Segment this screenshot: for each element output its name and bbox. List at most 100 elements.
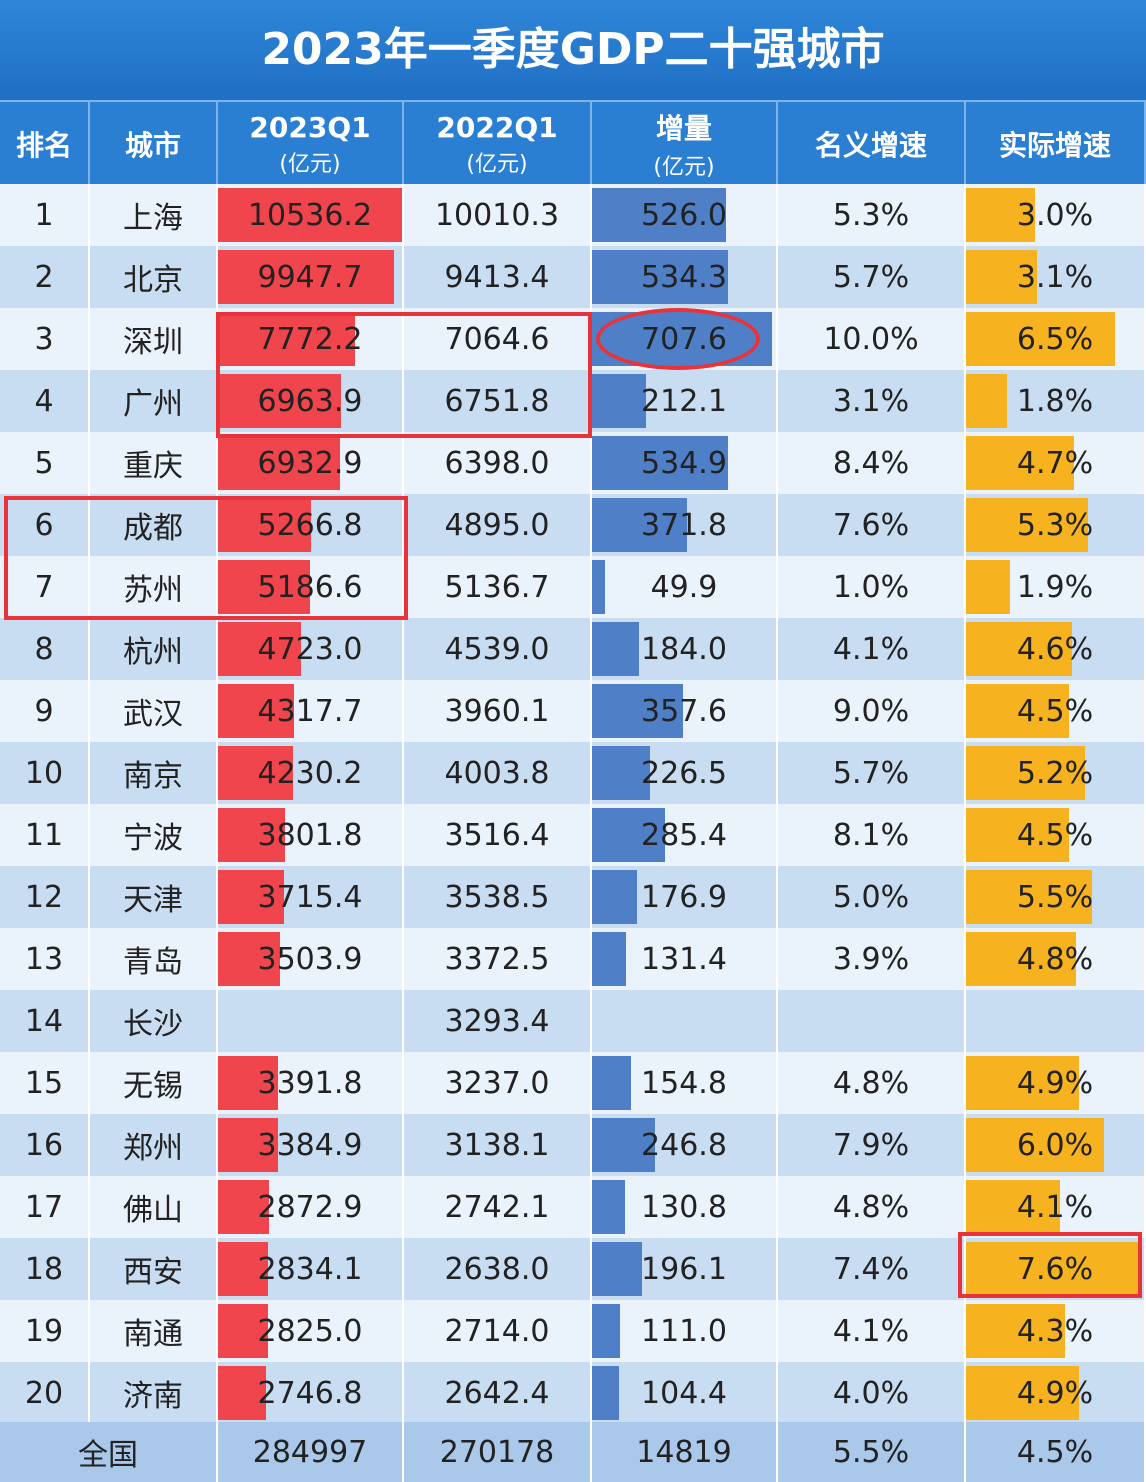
cell-inc: 285.4 bbox=[592, 804, 778, 866]
increment-bar bbox=[592, 498, 687, 552]
total-cell-real: 4.5% bbox=[966, 1422, 1146, 1482]
cell-text: 4230.2 bbox=[257, 755, 363, 791]
cell-inc: 357.6 bbox=[592, 680, 778, 742]
cell-q2022: 2714.0 bbox=[404, 1300, 592, 1362]
cell-q2022: 4895.0 bbox=[404, 494, 592, 556]
total-cell-q2023: 284997 bbox=[218, 1422, 404, 1482]
increment-bar bbox=[592, 684, 684, 738]
real-growth-bar bbox=[966, 1180, 1061, 1234]
cell-text: 8.1% bbox=[832, 817, 910, 853]
cell-text: 4539.0 bbox=[444, 631, 550, 667]
cell-text: 2 bbox=[34, 259, 54, 295]
cell-text: 3138.1 bbox=[444, 1127, 550, 1163]
cell-text: 2642.4 bbox=[444, 1375, 550, 1411]
cell-rank: 11 bbox=[0, 804, 90, 866]
cell-city: 郑州 bbox=[90, 1114, 218, 1176]
cell-text: 4.1% bbox=[1016, 1189, 1094, 1225]
cell-text: 重庆 bbox=[123, 449, 183, 484]
cell-text: 4723.0 bbox=[257, 631, 363, 667]
column-header-label: 增量 bbox=[655, 112, 712, 145]
cell-q2022: 3138.1 bbox=[404, 1114, 592, 1176]
cell-text: 13 bbox=[24, 941, 64, 977]
increment-bar bbox=[592, 808, 665, 862]
cell-inc: 534.3 bbox=[592, 246, 778, 308]
cell-text: 上海 bbox=[123, 201, 183, 236]
cell-q2022: 3960.1 bbox=[404, 680, 592, 742]
cell-text: 3503.9 bbox=[257, 941, 363, 977]
cell-text: 4.9% bbox=[1016, 1065, 1094, 1101]
cell-text: 16 bbox=[24, 1127, 64, 1163]
cell-text: 苏州 bbox=[123, 573, 183, 608]
cell-text: 10010.3 bbox=[434, 197, 560, 233]
total-cell-inc: 14819 bbox=[592, 1422, 778, 1482]
cell-text: 5.7% bbox=[832, 755, 910, 791]
real-growth-bar bbox=[966, 1056, 1079, 1110]
cell-real: 4.9% bbox=[966, 1052, 1146, 1114]
cell-text: 7.4% bbox=[832, 1251, 910, 1287]
cell-text: 长沙 bbox=[123, 1007, 183, 1042]
cell-nominal bbox=[778, 990, 966, 1052]
cell-text: 青岛 bbox=[123, 945, 183, 980]
cell-q2023: 4317.7 bbox=[218, 680, 404, 742]
cell-nominal: 9.0% bbox=[778, 680, 966, 742]
cell-text: 7.9% bbox=[832, 1127, 910, 1163]
total-cell-label: 全国 bbox=[0, 1422, 218, 1482]
cell-text: 4.1% bbox=[832, 631, 910, 667]
increment-bar bbox=[592, 374, 647, 428]
cell-real: 5.5% bbox=[966, 866, 1146, 928]
column-header-label: 实际增速 bbox=[998, 129, 1111, 162]
cell-text: 226.5 bbox=[641, 755, 727, 791]
cell-real: 4.1% bbox=[966, 1176, 1146, 1238]
cell-text: 6 bbox=[34, 507, 54, 543]
cell-real: 4.5% bbox=[966, 680, 1146, 742]
table-row: 18 西安 2834.1 2638.0 196.1 7.4% 7.6% bbox=[0, 1238, 1146, 1300]
cell-text: 9.0% bbox=[832, 693, 910, 729]
cell-text: 成都 bbox=[123, 511, 183, 546]
real-growth-bar bbox=[966, 870, 1093, 924]
table-row: 16 郑州 3384.9 3138.1 246.8 7.9% 6.0% bbox=[0, 1114, 1146, 1176]
cell-nominal: 5.7% bbox=[778, 742, 966, 804]
cell-text: 7 bbox=[34, 569, 54, 605]
cell-inc: 130.8 bbox=[592, 1176, 778, 1238]
cell-text: 3516.4 bbox=[444, 817, 550, 853]
cell-text: 10536.2 bbox=[247, 197, 373, 233]
cell-nominal: 7.4% bbox=[778, 1238, 966, 1300]
cell-text: 广州 bbox=[123, 387, 183, 422]
cell-q2022: 6398.0 bbox=[404, 432, 592, 494]
cell-inc: 226.5 bbox=[592, 742, 778, 804]
cell-q2023 bbox=[218, 990, 404, 1052]
cell-city: 苏州 bbox=[90, 556, 218, 618]
cell-text: 5.2% bbox=[1016, 755, 1094, 791]
cell-text: 9947.7 bbox=[257, 259, 363, 295]
cell-rank: 8 bbox=[0, 618, 90, 680]
column-header-6: 实际增速 bbox=[966, 102, 1146, 186]
cell-text: 4.7% bbox=[1016, 445, 1094, 481]
real-growth-bar bbox=[966, 188, 1035, 242]
cell-text: 212.1 bbox=[641, 383, 727, 419]
gdp-2023-bar bbox=[218, 1304, 268, 1358]
total-row: 全国 284997 270178 14819 5.5% 4.5% bbox=[0, 1422, 1146, 1482]
cell-q2023: 7772.2 bbox=[218, 308, 404, 370]
cell-text: 6.0% bbox=[1016, 1127, 1094, 1163]
cell-q2023: 3391.8 bbox=[218, 1052, 404, 1114]
cell-text: 6398.0 bbox=[444, 445, 550, 481]
gdp-2023-bar bbox=[218, 374, 341, 428]
cell-text: 宁波 bbox=[123, 821, 183, 856]
cell-text: 3391.8 bbox=[257, 1065, 363, 1101]
cell-inc: 104.4 bbox=[592, 1362, 778, 1424]
cell-text: 18 bbox=[24, 1251, 64, 1287]
cell-text: 6963.9 bbox=[257, 383, 363, 419]
cell-city: 无锡 bbox=[90, 1052, 218, 1114]
cell-text: 3.1% bbox=[1016, 259, 1094, 295]
gdp-2023-bar bbox=[218, 188, 402, 242]
cell-q2022: 2642.4 bbox=[404, 1362, 592, 1424]
cell-text: 49.9 bbox=[650, 569, 718, 605]
cell-text: 6.5% bbox=[1016, 321, 1094, 357]
cell-text: 7772.2 bbox=[257, 321, 363, 357]
table-row: 6 成都 5266.8 4895.0 371.8 7.6% 5.3% bbox=[0, 494, 1146, 556]
real-growth-bar bbox=[966, 374, 1008, 428]
cell-rank: 17 bbox=[0, 1176, 90, 1238]
cell-city: 青岛 bbox=[90, 928, 218, 990]
cell-rank: 6 bbox=[0, 494, 90, 556]
column-header-2: 2023Q1 (亿元) bbox=[218, 102, 404, 186]
